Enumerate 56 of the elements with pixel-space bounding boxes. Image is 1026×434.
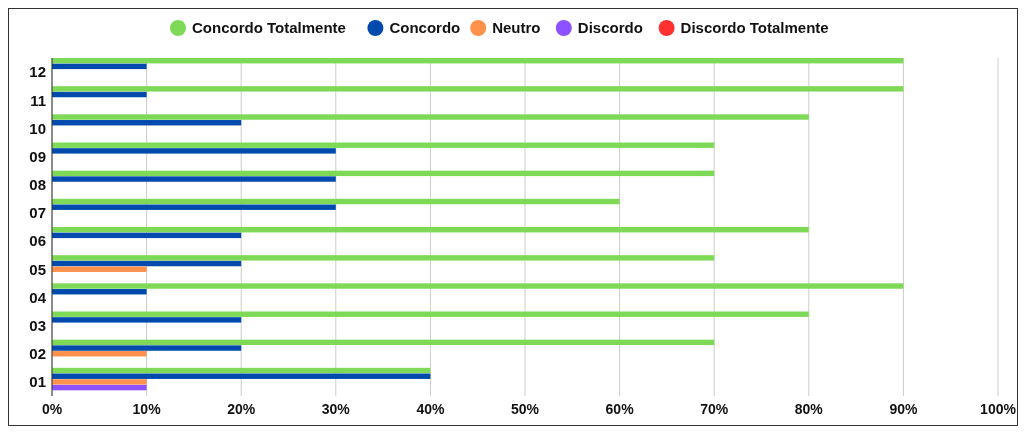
bar <box>52 232 242 239</box>
x-tick-label: 90% <box>889 401 918 417</box>
bar <box>52 345 242 351</box>
bar <box>52 367 431 374</box>
x-tick-label: 50% <box>510 401 540 417</box>
bar <box>52 204 336 210</box>
y-tick-label: 08 <box>29 176 46 193</box>
bar <box>52 289 147 295</box>
y-tick-label: 09 <box>29 147 46 165</box>
x-tick-label: 0% <box>41 401 63 417</box>
y-tick-label: 03 <box>29 316 46 334</box>
bar <box>52 351 147 357</box>
bar <box>52 142 715 148</box>
bar <box>52 58 904 64</box>
legend-label: Discordo Totalmente <box>680 19 829 37</box>
bar <box>52 311 809 317</box>
x-tick-label: 100% <box>980 401 1017 417</box>
bar <box>52 317 242 323</box>
bar <box>52 91 147 98</box>
y-tick-label: 11 <box>30 91 46 109</box>
bar <box>52 384 147 391</box>
x-tick-label: 30% <box>321 401 351 417</box>
bar <box>52 260 242 267</box>
x-tick-label: 20% <box>227 401 256 417</box>
bar <box>52 198 620 205</box>
bar <box>52 114 809 120</box>
legend-label: Neutro <box>492 19 541 37</box>
bar <box>52 227 809 233</box>
legend-label: Concordo <box>389 19 461 37</box>
bar <box>52 379 147 385</box>
bar <box>52 86 904 92</box>
y-tick-label: 07 <box>29 204 46 222</box>
legend-label: Discordo <box>577 19 643 37</box>
bar <box>52 373 431 379</box>
bar <box>52 148 336 154</box>
bar <box>52 339 715 346</box>
y-tick-label: 01 <box>29 373 46 391</box>
y-tick-label: 06 <box>29 232 46 250</box>
y-tick-label: 02 <box>29 345 46 362</box>
y-tick-label: 04 <box>29 288 47 306</box>
bar <box>52 176 336 182</box>
x-tick-label: 60% <box>605 401 635 417</box>
y-tick-label: 05 <box>29 260 46 278</box>
bar <box>52 63 147 70</box>
bar <box>52 120 242 126</box>
bar <box>52 266 147 272</box>
bar <box>52 255 715 261</box>
legend-label: Concordo Totalmente <box>192 19 346 37</box>
x-tick-label: 70% <box>700 401 729 417</box>
bar <box>52 283 904 289</box>
x-tick-label: 10% <box>132 401 162 417</box>
x-tick-label: 80% <box>794 401 824 417</box>
x-tick-label: 40% <box>416 401 445 417</box>
y-tick-label: 12 <box>29 63 46 81</box>
bar <box>52 170 715 177</box>
y-tick-label: 10 <box>29 119 46 137</box>
